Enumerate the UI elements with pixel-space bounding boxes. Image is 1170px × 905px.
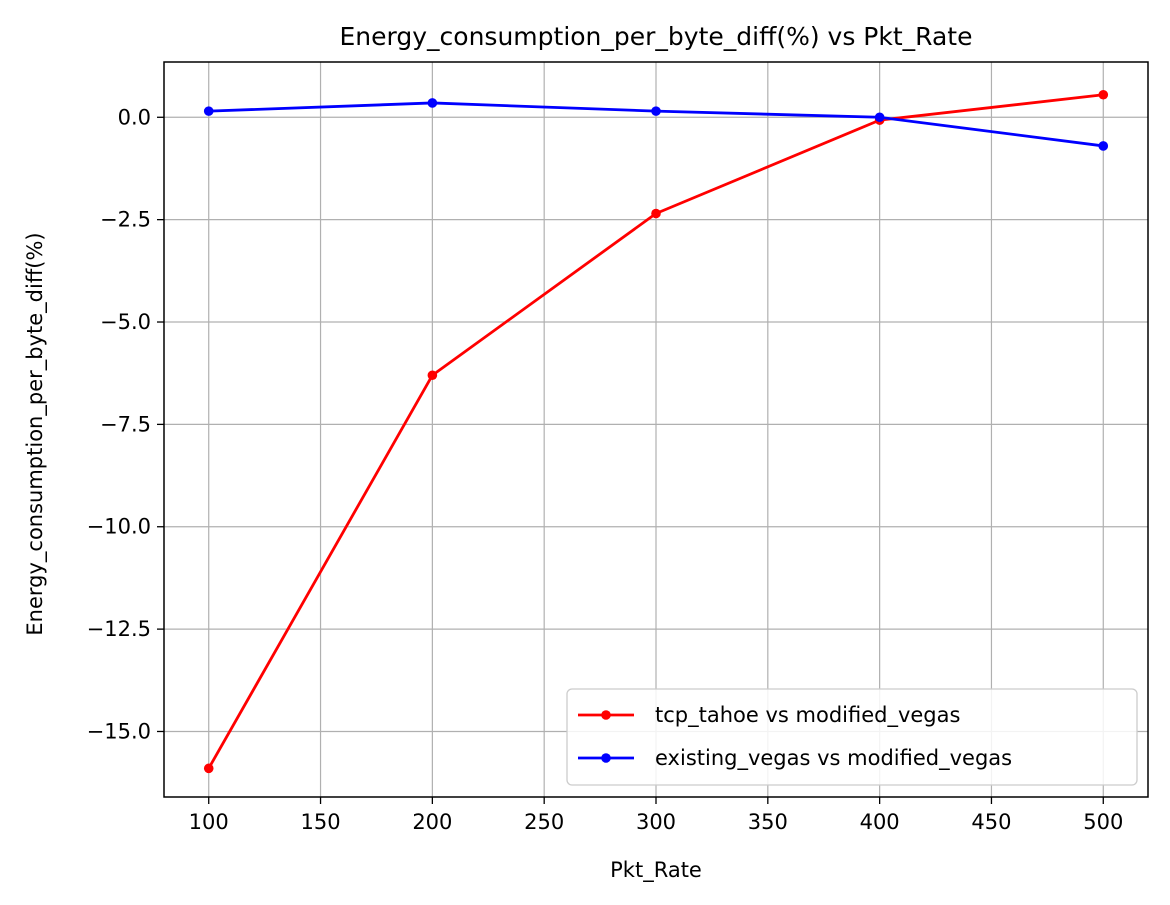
legend: tcp_tahoe vs modified_vegas existing_vega…	[566, 688, 1138, 786]
x-tick-label: 500	[1083, 810, 1123, 834]
legend-swatch-marker	[601, 710, 611, 720]
legend-item: existing_vegas vs modified_vegas	[578, 746, 1012, 771]
x-tick-label: 350	[748, 810, 788, 834]
series-layer	[203, 89, 1109, 774]
legend-box	[566, 688, 1138, 786]
x-tick-label: 300	[636, 810, 676, 834]
y-axis-label: Energy_consumption_per_byte_diff(%)	[23, 232, 48, 635]
series-2	[203, 98, 1109, 151]
y-tick-label: −7.5	[100, 412, 151, 436]
data-point	[1098, 89, 1109, 100]
data-point	[874, 112, 885, 123]
data-point	[427, 98, 438, 108]
x-tick-label: 400	[860, 810, 900, 834]
legend-item: tcp_tahoe vs modified_vegas	[578, 703, 960, 728]
y-tick-label: −12.5	[87, 617, 151, 641]
x-tick-label: 200	[412, 810, 452, 834]
x-tick-label: 100	[189, 810, 229, 834]
data-point	[651, 106, 661, 116]
x-tick-label: 250	[524, 810, 564, 834]
data-point	[427, 370, 438, 381]
data-point	[203, 106, 214, 116]
x-axis-ticks: 100 150 200 250 300 350 400 450 500	[189, 797, 1123, 834]
chart-title: Energy_consumption_per_byte_diff(%) vs P…	[340, 22, 973, 51]
x-axis-label: Pkt_Rate	[610, 858, 702, 883]
series-1	[203, 89, 1109, 774]
y-tick-label: 0.0	[118, 105, 151, 129]
x-tick-label: 450	[971, 810, 1011, 834]
y-tick-label: −15.0	[87, 719, 151, 743]
data-point	[651, 208, 661, 219]
x-tick-label: 150	[300, 810, 340, 834]
y-tick-label: −5.0	[100, 310, 151, 334]
data-point	[1098, 141, 1109, 151]
grid	[164, 62, 1148, 797]
data-point	[203, 763, 214, 774]
legend-swatch-marker	[601, 753, 611, 763]
y-tick-label: −10.0	[87, 515, 151, 539]
legend-label: tcp_tahoe vs modified_vegas	[655, 703, 960, 728]
legend-label: existing_vegas vs modified_vegas	[655, 746, 1012, 771]
y-tick-label: −2.5	[100, 208, 151, 232]
y-axis-ticks: 0.0 −2.5 −5.0 −7.5 −10.0 −12.5 −15.0	[87, 105, 164, 743]
